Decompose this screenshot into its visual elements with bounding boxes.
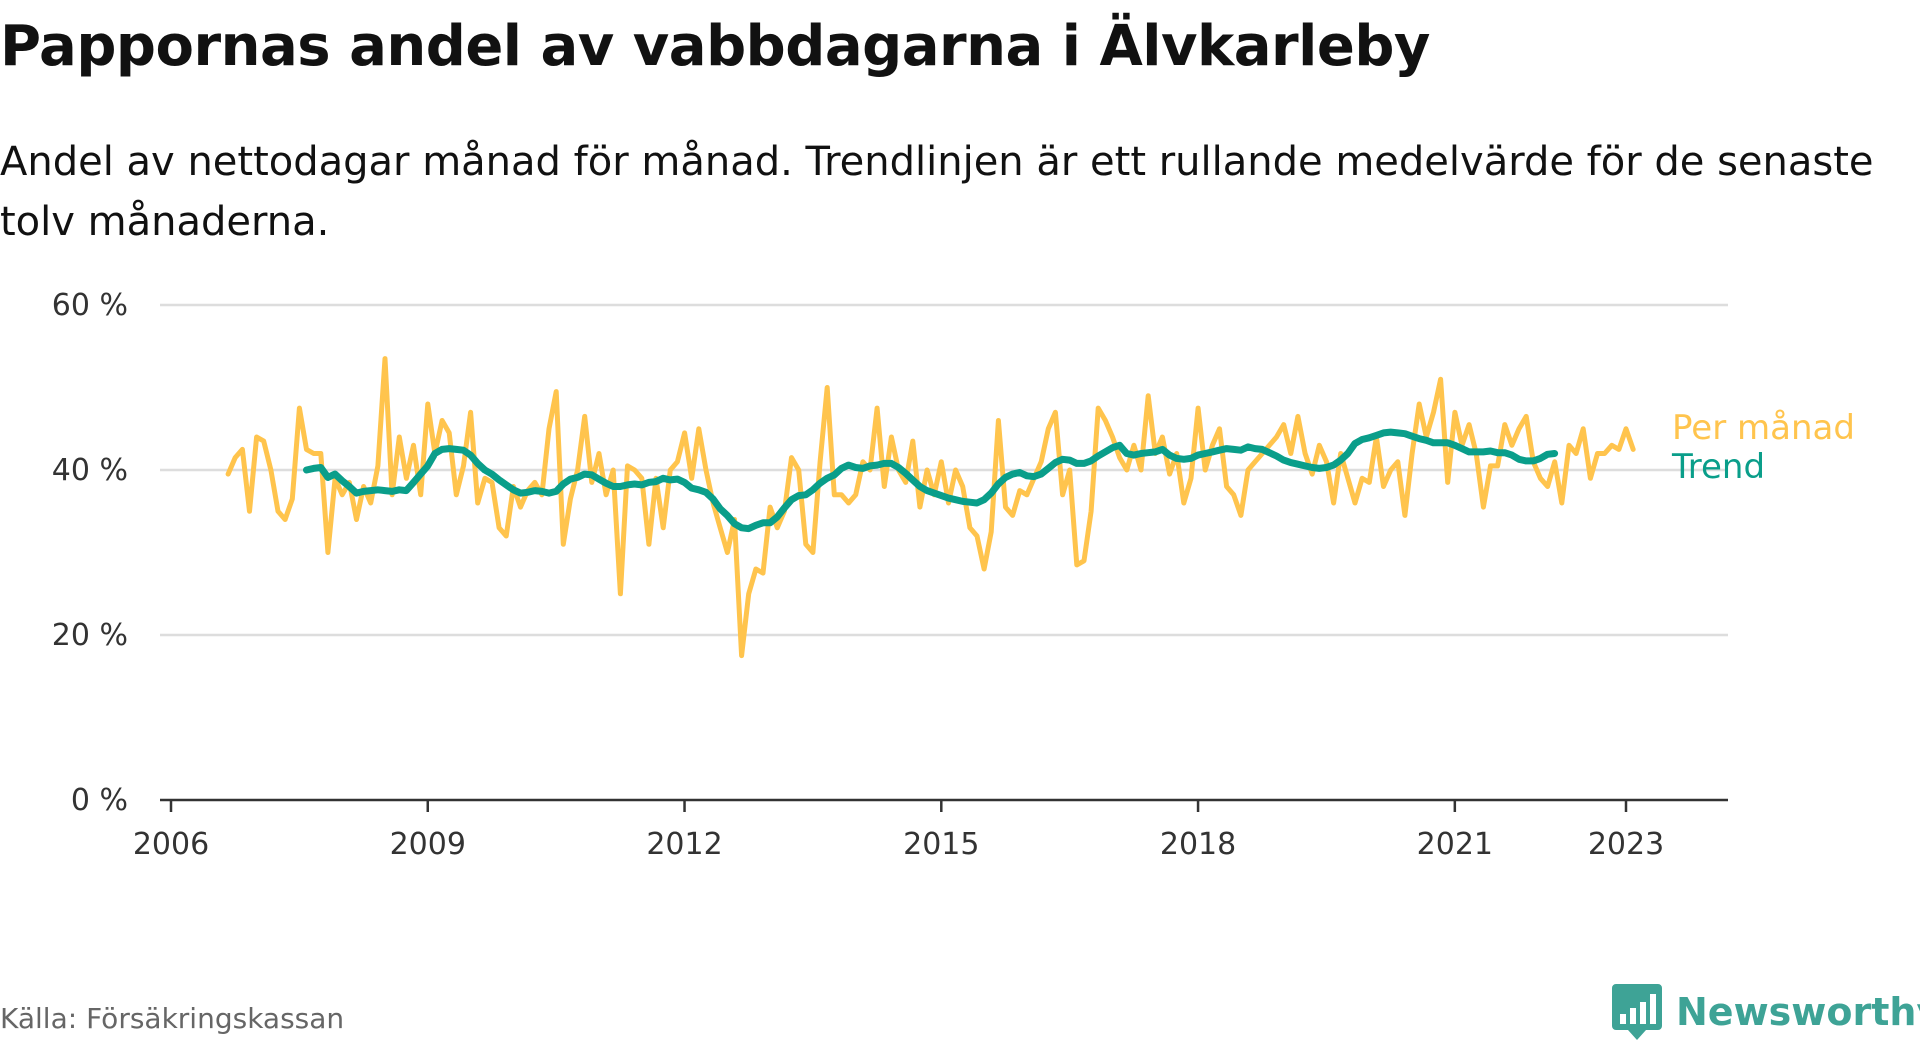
series-line-per-manad (225, 356, 1636, 659)
legend-label: Trend (1671, 447, 1765, 487)
x-tick-label: 2015 (903, 827, 979, 862)
line-chart: 0 % 20 % 40 % 60 % 2006 2009 2012 2015 2018 2021 2… (52, 288, 1855, 862)
axes: 0 % 20 % 40 % 60 % 2006 2009 2012 2015 2018 2021 2… (52, 288, 1728, 862)
y-tick-label: 0 % (71, 783, 128, 818)
brand-logo[interactable]: Newsworthy (1612, 982, 1920, 1042)
chart-subtitle: Andel av nettodagar månad för månad. Tre… (0, 139, 1874, 245)
y-tick-label: 40 % (52, 453, 128, 488)
x-tick-label: 2006 (133, 827, 209, 862)
chart-title: Pappornas andel av vabbdagarna i Älvkarl… (0, 14, 1430, 79)
x-tick-label: 2021 (1417, 827, 1493, 862)
x-tick-label: 2023 (1588, 827, 1664, 862)
legend-label: Per månad (1672, 408, 1855, 448)
brand-name: Newsworthy (1676, 990, 1920, 1034)
source-note: Källa: Försäkringskassan (0, 1002, 345, 1035)
x-tick-label: 2009 (390, 827, 466, 862)
series-lines (225, 356, 1636, 659)
series-line-trend (303, 428, 1559, 533)
x-tick-label: 2012 (646, 827, 722, 862)
x-tick-label: 2018 (1160, 827, 1236, 862)
y-tick-label: 20 % (52, 618, 128, 653)
y-tick-label: 60 % (52, 288, 128, 323)
newsworthy-logo-icon (1612, 984, 1662, 1040)
